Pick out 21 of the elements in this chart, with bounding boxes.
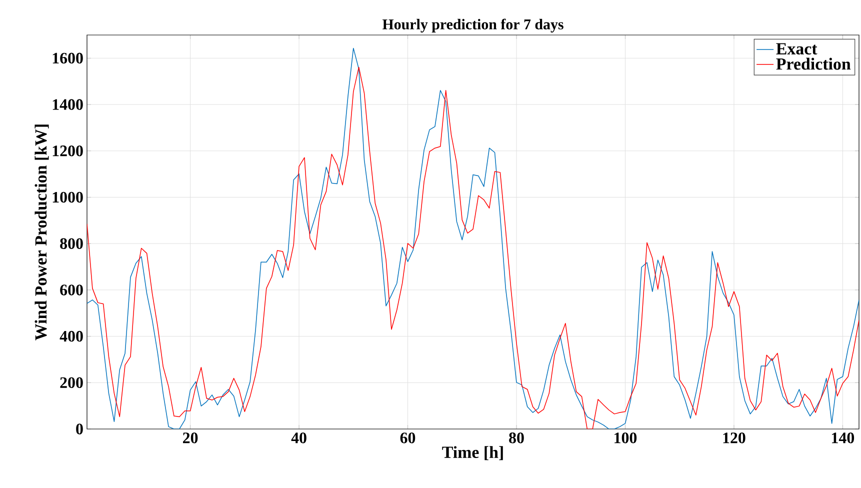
y-tick-label: 400 xyxy=(60,330,83,342)
y-tick-label: 200 xyxy=(60,377,83,388)
y-tick-label: 1400 xyxy=(52,99,83,110)
y-tick-label: 600 xyxy=(60,284,83,296)
y-axis-title: Wind Power Production [kW] xyxy=(34,124,49,340)
y-tick-label: 800 xyxy=(60,238,83,249)
y-tick-label: 1200 xyxy=(52,146,83,156)
legend-label: Exact xyxy=(776,43,818,54)
x-tick-label: 140 xyxy=(832,432,854,444)
x-tick-label: 40 xyxy=(291,432,306,444)
x-axis-title: Time [h] xyxy=(442,446,503,460)
x-tick-label: 80 xyxy=(509,432,524,444)
y-tick-label: 0 xyxy=(76,424,83,434)
x-tick-label: 60 xyxy=(400,432,416,444)
x-tick-label: 120 xyxy=(723,432,746,444)
y-tick-label: 1000 xyxy=(52,192,83,203)
x-tick-label: 20 xyxy=(183,432,198,444)
x-tick-label: 100 xyxy=(614,432,637,444)
legend-label: Prediction xyxy=(776,58,851,70)
y-tick-label: 1600 xyxy=(52,52,83,64)
chart-title: Hourly prediction for 7 days xyxy=(382,18,564,32)
